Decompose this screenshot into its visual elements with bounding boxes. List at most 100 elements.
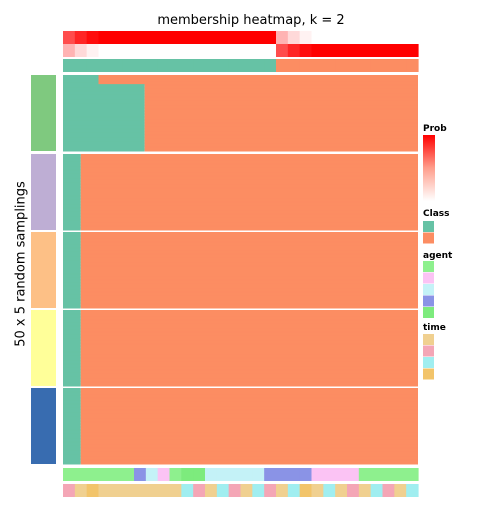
heatmap-row-class-2 (80, 247, 418, 250)
heatmap-row-class-1 (63, 297, 81, 300)
heatmap-row-class-1 (63, 235, 81, 238)
bottom-track-cell (370, 468, 384, 481)
heatmap-row-class-2 (80, 228, 418, 231)
heatmap-row-class-1 (63, 108, 145, 111)
heatmap-row-class-1 (63, 144, 145, 147)
heatmap-row-class-1 (63, 304, 81, 307)
heatmap-row-class-2 (80, 222, 418, 225)
heatmap-row-class-2 (80, 259, 418, 262)
heatmap-row-class-2 (80, 311, 418, 314)
heatmap-row-class-1 (63, 453, 81, 456)
heatmap-row-class-2 (80, 277, 418, 280)
top-track-cell (169, 44, 182, 57)
heatmap-row-class-1 (63, 184, 81, 187)
bottom-track-cell (264, 468, 277, 481)
heatmap-row-class-1 (63, 116, 145, 119)
heatmap-row-class-2 (80, 427, 418, 430)
heatmap-row-class-1 (63, 169, 81, 172)
heatmap-row-class-1 (63, 441, 81, 444)
top-track-cell (287, 59, 301, 72)
top-track-cell (181, 59, 194, 72)
heatmap-row-class-1 (63, 193, 81, 196)
top-track-cell (370, 31, 384, 44)
top-track-cell (181, 31, 194, 44)
heatmap-row-class-1 (63, 268, 81, 271)
heatmap-row-class-2 (98, 79, 418, 82)
legend-agent-swatch (423, 261, 434, 272)
heatmap-row-class-1 (63, 332, 81, 335)
heatmap-row-class-2 (98, 75, 418, 78)
heatmap-row-class-1 (63, 273, 81, 276)
heatmap-row-class-2 (80, 459, 418, 462)
heatmap-row-class-2 (144, 147, 418, 150)
heatmap-row-class-1 (63, 188, 81, 191)
heatmap-row-class-1 (63, 78, 99, 81)
heatmap-row-class-1 (63, 82, 99, 85)
heatmap-row-class-1 (63, 75, 99, 78)
top-track-cell (370, 44, 384, 57)
heatmap-row-class-2 (80, 216, 418, 219)
heatmap-row-class-2 (80, 244, 418, 247)
heatmap-row-class-1 (63, 81, 99, 84)
bottom-track-cell (264, 484, 277, 497)
heatmap-row-class-1 (63, 274, 81, 277)
heatmap-row-class-1 (63, 103, 145, 106)
heatmap-row-class-2 (80, 448, 418, 451)
heatmap-row-class-2 (80, 204, 418, 207)
heatmap-row-class-2 (144, 131, 418, 134)
heatmap-row-class-1 (63, 270, 81, 273)
top-track-cell (86, 59, 100, 72)
heatmap-row-class-2 (80, 410, 418, 413)
heatmap-row-class-2 (80, 266, 418, 269)
heatmap-row-class-1 (63, 117, 145, 120)
heatmap-row-class-1 (63, 225, 81, 228)
bottom-track-cell (335, 468, 348, 481)
top-track-cell (74, 59, 88, 72)
heatmap-row-class-1 (63, 119, 145, 122)
heatmap-row-class-1 (63, 201, 81, 204)
heatmap-row-class-1 (63, 176, 81, 179)
bottom-track-cell (276, 484, 289, 497)
heatmap-row-class-1 (63, 388, 81, 391)
heatmap-row-class-2 (80, 239, 418, 242)
heatmap-row-class-1 (63, 424, 81, 427)
heatmap-row-class-2 (80, 379, 418, 382)
heatmap-row-class-2 (80, 397, 418, 400)
heatmap-row-class-1 (63, 164, 81, 167)
heatmap-row-class-2 (80, 225, 418, 228)
heatmap-row-class-2 (80, 375, 418, 378)
legend-time-swatch (423, 345, 434, 357)
top-track-cell (299, 44, 313, 57)
heatmap-row-class-1 (63, 161, 81, 164)
heatmap-row-class-2 (80, 271, 418, 274)
heatmap-row-class-2 (80, 303, 418, 306)
heatmap-row-class-2 (80, 316, 418, 319)
top-track-cell (252, 31, 265, 44)
top-track-cell (240, 31, 253, 44)
top-track-cell (287, 44, 301, 57)
heatmap-row-class-2 (144, 143, 418, 146)
bottom-track-cell (311, 468, 324, 481)
bottom-track-cell (193, 484, 206, 497)
heatmap-row-class-1 (63, 216, 81, 219)
heatmap-row-class-1 (63, 210, 81, 213)
bottom-track-cell (382, 484, 395, 497)
heatmap-row-class-1 (63, 113, 145, 116)
bottom-track-cell (358, 484, 372, 497)
top-track-cell (216, 59, 230, 72)
heatmap-row-class-2 (80, 322, 418, 325)
heatmap-row-class-1 (63, 257, 81, 260)
top-track-cell (382, 59, 395, 72)
heatmap-row-class-2 (80, 226, 418, 229)
top-track-cell (134, 31, 147, 44)
heatmap-row-class-2 (144, 91, 418, 94)
legends: Prob Class agent time (423, 124, 453, 380)
heatmap-row-class-2 (144, 108, 418, 111)
heatmap-row-class-2 (80, 181, 418, 184)
heatmap-row-class-1 (63, 228, 81, 231)
heatmap-row-class-1 (63, 454, 81, 457)
heatmap-row-class-1 (63, 285, 81, 288)
heatmap-row-class-1 (63, 190, 81, 193)
top-track-cell (122, 31, 135, 44)
bottom-track-cell (74, 484, 88, 497)
